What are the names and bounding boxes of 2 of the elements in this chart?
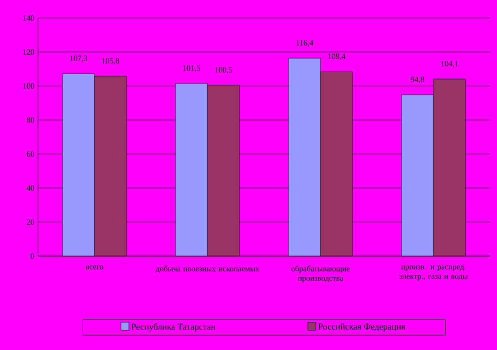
legend-label: Российская Федерация (318, 323, 406, 332)
legend-label: Республика Татарстан (131, 323, 216, 332)
